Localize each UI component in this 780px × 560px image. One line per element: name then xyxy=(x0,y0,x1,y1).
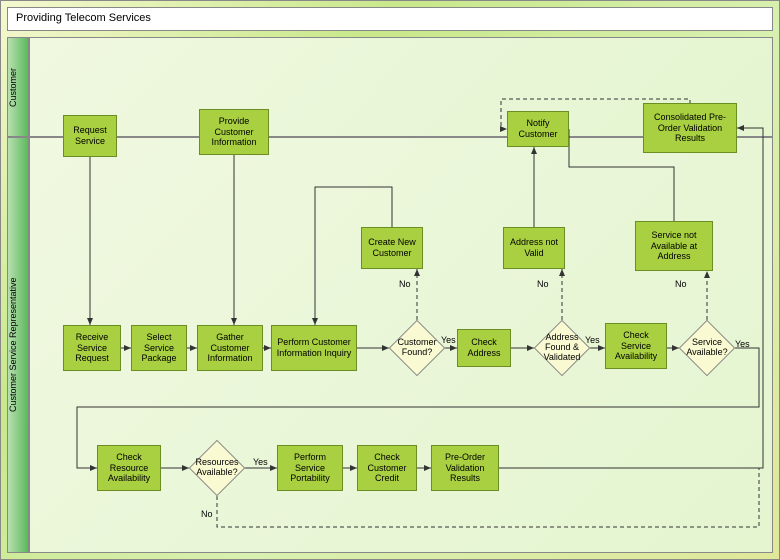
node-addr_not_valid: Address not Valid xyxy=(503,227,565,269)
diagram-container: Providing Telecom Services Customer Cust… xyxy=(0,0,780,560)
node-preorder_results: Pre-Order Validation Results xyxy=(431,445,499,491)
edge-label: Yes xyxy=(441,335,456,345)
page-title: Providing Telecom Services xyxy=(7,7,773,31)
node-receive_req: Receive Service Request xyxy=(63,325,121,371)
node-request_service: Request Service xyxy=(63,115,117,157)
node-check_credit: Check Customer Credit xyxy=(357,445,417,491)
edge-label: Yes xyxy=(253,457,268,467)
node-check_resource: Check Resource Availability xyxy=(97,445,161,491)
node-check_address: Check Address xyxy=(457,329,511,367)
edge-label: No xyxy=(537,279,549,289)
lanes: Customer Customer Service Representative… xyxy=(7,37,773,553)
node-create_new: Create New Customer xyxy=(361,227,423,269)
node-gather_info: Gather Customer Information xyxy=(197,325,263,371)
decision-label-svc_available: Service Available? xyxy=(679,320,735,376)
node-perform_inquiry: Perform Customer Information Inquiry xyxy=(271,325,357,371)
node-consolidated: Consolidated Pre-Order Validation Result… xyxy=(643,103,737,153)
decision-label-addr_found_valid: Address Found & Validated xyxy=(534,320,590,376)
node-svc_not_avail: Service not Available at Address xyxy=(635,221,713,271)
edge-label: Yes xyxy=(735,339,750,349)
edge-label: Yes xyxy=(585,335,600,345)
node-notify_customer: Notify Customer xyxy=(507,111,569,147)
node-perform_port: Perform Service Portability xyxy=(277,445,343,491)
node-select_pkg: Select Service Package xyxy=(131,325,187,371)
node-check_svc_avail: Check Service Availability xyxy=(605,323,667,369)
edge-label: No xyxy=(201,509,213,519)
lane-label-csr: Customer Service Representative xyxy=(7,137,29,553)
decision-label-resources_avail: Resources Available? xyxy=(189,440,245,496)
edge-label: No xyxy=(399,279,411,289)
node-provide_cust_info: Provide Customer Information xyxy=(199,109,269,155)
edge-label: No xyxy=(675,279,687,289)
decision-label-customer_found: Customer Found? xyxy=(389,320,445,376)
lane-label-customer: Customer xyxy=(7,37,29,137)
